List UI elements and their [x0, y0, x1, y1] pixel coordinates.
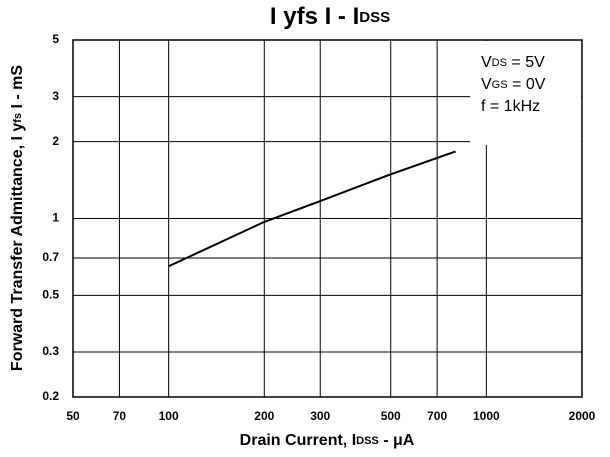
x-axis-label-part: Drain Current, I	[240, 432, 356, 449]
x-axis-label-part: DSS	[356, 435, 379, 447]
x-tick-label: 500	[381, 409, 401, 423]
y-tick-label: 2	[52, 134, 59, 148]
x-axis-label-part: - μA	[379, 432, 415, 449]
chart-title: I yfs I - IDSS	[270, 3, 390, 30]
x-tick-label: 1000	[473, 409, 500, 423]
annotation-part: DS	[492, 57, 507, 69]
annotation-part: = 0V	[508, 76, 546, 93]
y-tick-label: 3	[52, 89, 59, 103]
x-tick-label: 100	[159, 409, 179, 423]
x-tick-label: 70	[113, 409, 127, 423]
y-tick-label: 1	[52, 211, 59, 225]
y-axis-label-part: I - mS	[9, 65, 26, 113]
annotation-part: = 5V	[507, 54, 545, 71]
x-tick-label: 2000	[569, 409, 596, 423]
y-axis-label-part: Forward Transfer Admittance, I y	[9, 123, 26, 371]
chart-title-part: I yfs I - I	[270, 3, 359, 30]
x-tick-label: 700	[427, 409, 447, 423]
y-tick-label: 0.5	[42, 288, 59, 302]
y-tick-label: 0.2	[42, 389, 59, 403]
x-tick-label: 200	[254, 409, 274, 423]
annotation-part: V	[481, 76, 492, 93]
y-tick-label: 5	[52, 32, 59, 46]
x-tick-label: 300	[310, 409, 330, 423]
y-tick-label: 0.3	[42, 344, 59, 358]
annotation: f = 1kHz	[481, 98, 540, 115]
y-tick-label: 0.7	[42, 250, 59, 264]
annotation-box	[470, 41, 581, 145]
annotation-part: GS	[492, 79, 508, 91]
y-axis-label: Forward Transfer Admittance, I yfs I - m…	[9, 65, 26, 371]
x-tick-label: 50	[66, 409, 80, 423]
annotation-part: V	[481, 54, 492, 71]
annotation: VGS = 0V	[481, 76, 546, 93]
plot-frame	[72, 39, 583, 398]
annotation-part: f = 1kHz	[481, 98, 540, 115]
chart-title-part: DSS	[359, 9, 390, 26]
y-axis-label-part: fs	[12, 113, 24, 123]
series-line	[168, 150, 456, 268]
annotation: VDS = 5V	[481, 54, 545, 71]
x-axis-label: Drain Current, IDSS - μA	[240, 432, 415, 449]
